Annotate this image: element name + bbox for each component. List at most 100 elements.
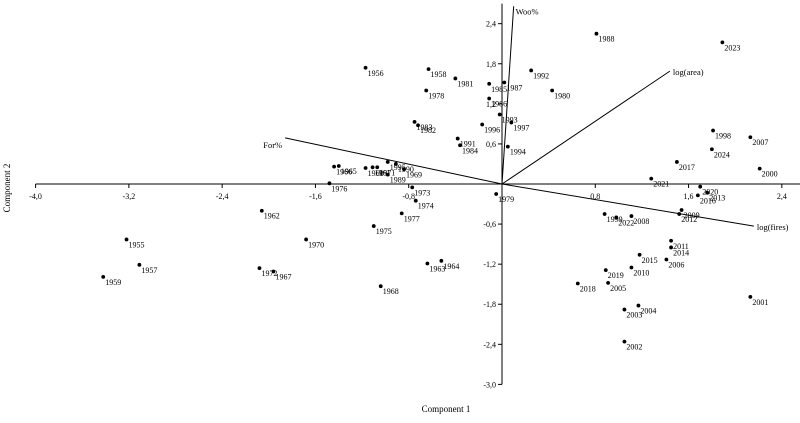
score-point-label: 2022 — [618, 218, 634, 227]
score-point — [101, 274, 106, 279]
score-point — [622, 307, 627, 312]
score-point — [705, 190, 710, 195]
x-tick-label: 2,4 — [777, 192, 787, 201]
score-point-label: 1995 — [390, 163, 406, 172]
score-point-label: 2018 — [580, 285, 596, 294]
score-point — [669, 238, 673, 243]
loading-vector — [501, 183, 754, 227]
x-tick-label: -1,6 — [309, 192, 322, 201]
score-point — [416, 123, 420, 128]
score-point-label: 1996 — [484, 126, 500, 135]
score-point — [637, 252, 642, 257]
score-point-label: 2012 — [681, 215, 697, 224]
x-tick-label: 1,6 — [684, 192, 694, 201]
score-point — [385, 160, 390, 164]
score-point — [453, 76, 458, 81]
score-point-label: 2023 — [724, 43, 740, 52]
y-tick-label: 0,6 — [486, 140, 496, 149]
score-point — [480, 122, 485, 127]
score-point — [424, 88, 429, 93]
y-tick-label: -3,0 — [483, 380, 496, 389]
score-point — [603, 268, 608, 273]
score-point — [458, 143, 462, 148]
score-point-label: 1991 — [460, 140, 476, 149]
score-point — [410, 185, 415, 190]
score-point-label: 1971 — [379, 168, 395, 177]
score-point-label: 1958 — [431, 70, 447, 79]
score-point — [622, 339, 627, 344]
score-point — [413, 198, 418, 203]
score-point-label: 1998 — [715, 132, 731, 141]
score-point-label: 1955 — [129, 240, 145, 249]
score-point-label: 1970 — [308, 240, 324, 249]
score-point — [378, 284, 383, 289]
y-tick-label: 1,2 — [486, 100, 496, 109]
score-point-label: 1968 — [383, 287, 399, 296]
score-point-label: 1987 — [506, 83, 522, 92]
score-point-label: 2010 — [633, 269, 649, 278]
y-axis-title: Component 2 — [2, 164, 12, 213]
score-point — [439, 258, 444, 263]
x-axis-title: Component 1 — [422, 404, 471, 414]
score-point — [271, 269, 276, 274]
score-point-label: 2011 — [673, 242, 689, 251]
score-point — [748, 294, 753, 299]
score-point — [412, 119, 417, 124]
loading-vector — [501, 6, 515, 185]
score-point-label: 1982 — [420, 126, 436, 135]
score-point — [748, 135, 753, 140]
score-point-label: 1976 — [331, 184, 347, 193]
loading-vector — [285, 137, 503, 185]
y-tick-label: -2,4 — [483, 340, 496, 349]
score-point-label: 2020 — [702, 188, 718, 197]
score-point-label: 2024 — [714, 150, 730, 159]
score-point-label: 2016 — [700, 196, 716, 205]
score-point-label: 2017 — [679, 163, 695, 172]
score-point — [425, 261, 430, 266]
score-point-label: 1961 — [375, 168, 391, 177]
score-point-label: 2014 — [673, 248, 689, 257]
score-point-label: 1992 — [533, 71, 549, 80]
score-point-label: 2006 — [668, 260, 684, 269]
score-point-label: 2009 — [684, 211, 700, 220]
score-point — [259, 208, 264, 213]
score-point — [720, 40, 725, 45]
score-point — [137, 262, 142, 267]
score-point-label: 1960 — [368, 169, 384, 178]
score-point — [497, 112, 502, 117]
score-point — [327, 181, 332, 186]
score-point — [375, 165, 380, 170]
score-point — [529, 68, 534, 73]
loading-vector-label: For% — [263, 140, 282, 150]
score-point-label: 1985 — [491, 85, 507, 94]
score-point — [455, 136, 460, 141]
score-point-label: 1966 — [336, 168, 352, 177]
score-point — [494, 192, 499, 196]
score-point — [332, 164, 336, 169]
score-point-label: 1994 — [510, 148, 526, 157]
score-point-label: 1957 — [141, 266, 157, 275]
score-point-label: 1990 — [398, 165, 414, 174]
score-point-label: 2000 — [762, 170, 778, 179]
score-point-label: 1964 — [443, 262, 459, 271]
score-point-label: 1984 — [462, 146, 478, 155]
score-point-label: 2003 — [626, 311, 642, 320]
score-point — [370, 165, 375, 170]
score-point — [336, 164, 341, 168]
x-tick-label: -0,8 — [402, 192, 415, 201]
score-point — [393, 162, 398, 166]
score-point — [698, 184, 703, 189]
score-point — [629, 265, 634, 270]
score-point-label: 1973 — [414, 188, 430, 197]
x-tick-label: 0,8 — [590, 192, 600, 201]
score-point — [124, 237, 129, 242]
score-point-label: 1993 — [502, 116, 518, 125]
score-point — [575, 281, 580, 286]
score-point-label: 2002 — [626, 343, 642, 352]
score-point-label: 1988 — [598, 35, 614, 44]
score-point-label: 2015 — [642, 256, 658, 265]
score-point-label: 2008 — [633, 217, 649, 226]
score-point-label: 1980 — [554, 91, 570, 100]
